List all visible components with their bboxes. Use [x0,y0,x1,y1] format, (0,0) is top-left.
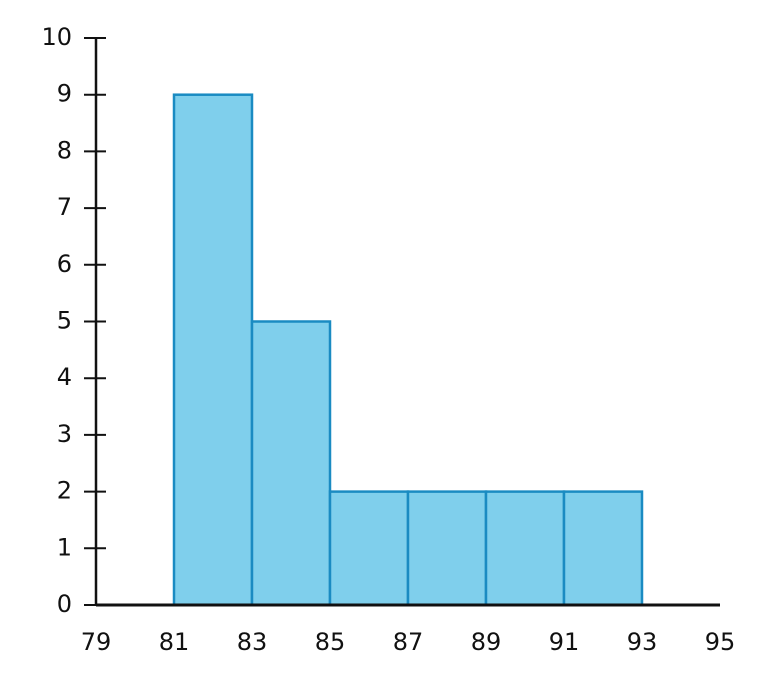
y-tick-label: 0 [57,590,72,618]
y-tick-label: 7 [57,193,72,221]
x-tick-label: 89 [471,628,502,656]
x-tick-label: 91 [549,628,580,656]
x-tick-label: 81 [159,628,190,656]
y-tick-label: 2 [57,477,72,505]
bar [172,93,254,607]
y-tick-label: 3 [57,420,72,448]
bar [484,490,566,607]
y-tick-label: 1 [57,533,72,561]
x-tick-label: 79 [81,628,112,656]
y-tick-label: 10 [41,23,72,51]
y-tick-label: 9 [57,80,72,108]
y-tick-label: 4 [57,363,72,391]
bar [328,490,410,607]
y-tick-label: 6 [57,250,72,278]
y-tick-label: 5 [57,307,72,335]
x-tick-label: 83 [237,628,268,656]
x-tick-label: 87 [393,628,424,656]
bar [406,490,488,607]
bar [250,320,332,607]
x-tick-label: 95 [705,628,736,656]
x-tick-label: 85 [315,628,346,656]
x-tick-label: 93 [627,628,658,656]
bar [562,490,644,607]
y-tick-label: 8 [57,136,72,164]
